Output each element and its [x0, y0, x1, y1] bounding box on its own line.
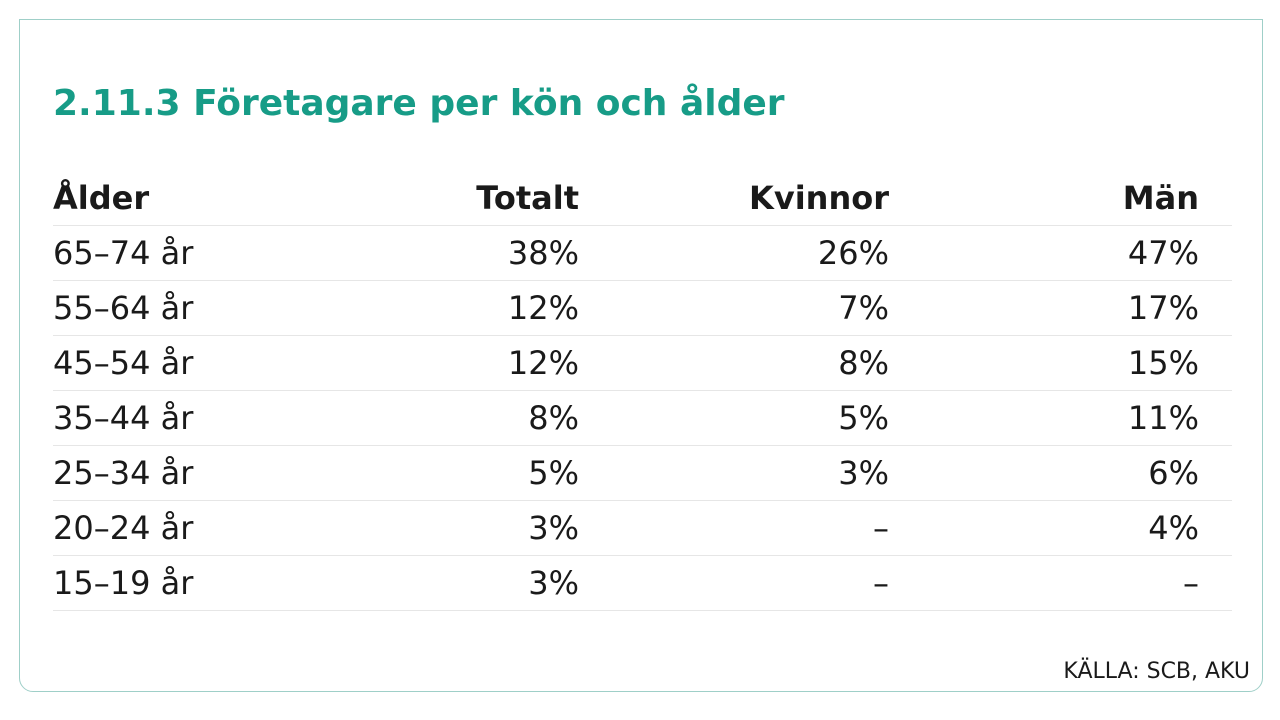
cell-total: 12% — [203, 335, 579, 391]
table-row: 45–54 år 12% 8% 15% — [53, 335, 1232, 391]
table-row: 20–24 år 3% – 4% — [53, 500, 1232, 556]
cell-women: 7% — [579, 280, 889, 336]
table-header-row: Ålder Totalt Kvinnor Män — [53, 165, 1232, 226]
table-row: 35–44 år 8% 5% 11% — [53, 390, 1232, 446]
cell-women: – — [579, 500, 889, 556]
cell-total: 3% — [203, 500, 579, 556]
cell-spacer — [1199, 445, 1232, 501]
cell-age: 35–44 år — [53, 390, 203, 446]
cell-spacer — [1199, 555, 1232, 611]
cell-age: 15–19 år — [53, 555, 203, 611]
cell-age: 25–34 år — [53, 445, 203, 501]
cell-women: 26% — [579, 225, 889, 281]
slide-frame — [19, 19, 1263, 692]
table-row: 25–34 år 5% 3% 6% — [53, 445, 1232, 501]
column-header-total: Totalt — [203, 165, 579, 226]
table-row: 65–74 år 38% 26% 47% — [53, 225, 1232, 281]
cell-women: 5% — [579, 390, 889, 446]
cell-spacer — [1199, 280, 1232, 336]
cell-spacer — [1199, 390, 1232, 446]
column-header-men: Män — [889, 165, 1199, 226]
cell-women: 8% — [579, 335, 889, 391]
cell-women: 3% — [579, 445, 889, 501]
cell-men: 4% — [889, 500, 1199, 556]
cell-men: – — [889, 555, 1199, 611]
cell-spacer — [1199, 335, 1232, 391]
cell-men: 15% — [889, 335, 1199, 391]
cell-men: 17% — [889, 280, 1199, 336]
data-table: Ålder Totalt Kvinnor Män 65–74 år 38% 26… — [53, 165, 1232, 611]
cell-men: 11% — [889, 390, 1199, 446]
cell-total: 38% — [203, 225, 579, 281]
source-note: KÄLLA: SCB, AKU — [1063, 659, 1250, 684]
cell-age: 65–74 år — [53, 225, 203, 281]
cell-total: 3% — [203, 555, 579, 611]
column-spacer — [1199, 165, 1232, 226]
cell-age: 45–54 år — [53, 335, 203, 391]
table-row: 15–19 år 3% – – — [53, 555, 1232, 611]
cell-men: 47% — [889, 225, 1199, 281]
table-row: 55–64 år 12% 7% 17% — [53, 280, 1232, 336]
cell-total: 8% — [203, 390, 579, 446]
column-header-women: Kvinnor — [579, 165, 889, 226]
cell-spacer — [1199, 225, 1232, 281]
cell-men: 6% — [889, 445, 1199, 501]
cell-total: 5% — [203, 445, 579, 501]
cell-spacer — [1199, 500, 1232, 556]
cell-women: – — [579, 555, 889, 611]
cell-age: 20–24 år — [53, 500, 203, 556]
column-header-age: Ålder — [53, 165, 203, 226]
cell-total: 12% — [203, 280, 579, 336]
cell-age: 55–64 år — [53, 280, 203, 336]
page-title: 2.11.3 Företagare per kön och ålder — [53, 83, 785, 124]
